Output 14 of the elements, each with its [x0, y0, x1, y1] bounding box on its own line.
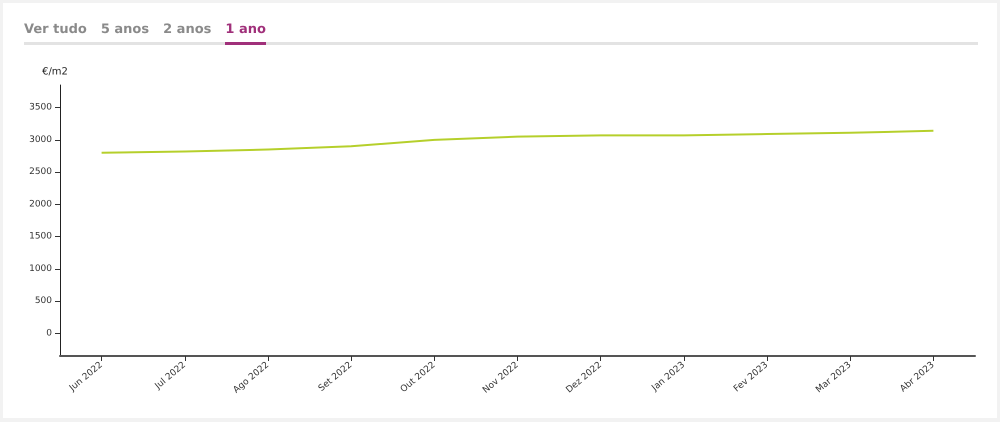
- text: Ver tudo: [24, 22, 87, 39]
- y-tick-label: 3500: [29, 102, 52, 113]
- y-axis-title: €/m2: [42, 66, 68, 78]
- text: 2 anos: [163, 22, 212, 39]
- y-tick-label: 500: [34, 296, 52, 306]
- text: 5 anos: [100, 22, 150, 39]
- y-tick-label: 3000: [29, 134, 52, 145]
- text: 1 ano: [225, 22, 266, 45]
- y-tick-label: 1000: [29, 264, 52, 274]
- y-tick-label: 2000: [29, 199, 52, 210]
- line-series: [100, 130, 934, 154]
- y-tick-label: 0: [46, 328, 52, 338]
- y-tick-label: 2500: [29, 167, 52, 178]
- y-tick-label: 1500: [29, 232, 52, 242]
